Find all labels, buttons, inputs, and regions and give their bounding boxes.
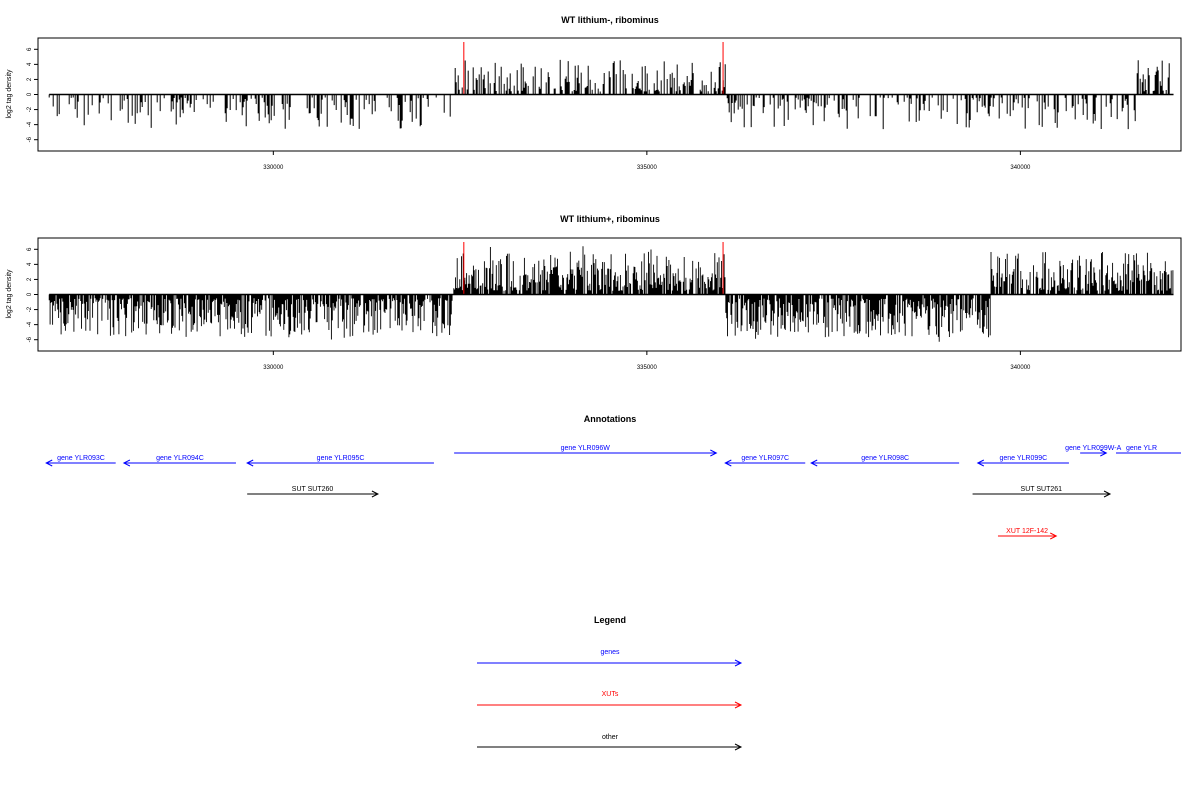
x-tick-label: 330000 [263,165,284,171]
y-tick-label: 0 [27,92,33,96]
legend-arrow-head [734,701,743,709]
feature-label: gene YLR098C [861,455,909,462]
y-tick-label: -6 [27,336,33,342]
signal-bars [48,246,1174,342]
signal-bar-path [48,59,1170,130]
y-axis: -6 -4 -2 0 2 4 6 [27,247,38,342]
x-tick-label: 330000 [263,365,284,371]
annotation-feature: XUT 12F-142 [997,528,1058,540]
annotations-title: Annotations [584,414,637,424]
y-tick-label: -6 [27,136,33,142]
annotation-feature: gene YLR093C [45,455,116,467]
y-axis: -6 -4 -2 0 2 4 6 [27,47,38,142]
legend-item-genes: genes [477,649,743,667]
feature-arrowhead [122,459,131,467]
track-panel-lithium-plus: WT lithium+, ribominus log2 tag density … [6,214,1182,371]
x-axis: 330000 335000 340000 [263,151,1031,171]
y-tick-label: 4 [27,262,33,266]
feature-arrowhead [724,459,732,467]
y-tick-label: 6 [27,247,33,251]
legend: Legend genes XUTs other [477,615,743,751]
y-tick-label: 4 [27,62,33,66]
feature-arrowhead [1103,490,1112,498]
annotation-feature: SUT SUT261 [972,486,1112,498]
feature-label: gene YLR099W-A [1065,445,1121,452]
y-tick-label: 6 [27,47,33,51]
feature-label: gene YLR096W [561,445,611,452]
x-tick-label: 335000 [637,165,658,171]
feature-label: gene YLR099C [999,455,1047,462]
x-tick-label: 335000 [637,365,658,371]
feature-arrowhead [45,459,53,467]
feature-arrowhead [1050,532,1058,540]
y-tick-label: -4 [27,321,33,327]
panel-title: WT lithium+, ribominus [560,214,660,224]
legend-label: genes [600,649,620,656]
feature-arrowhead [246,459,254,467]
feature-label: gene YLR [1126,445,1157,452]
annotation-feature: gene YLR [1116,445,1181,454]
feature-arrowhead [371,490,380,498]
boundary-marks [463,242,724,295]
y-axis-label: log2 tag density [6,269,13,319]
signal-bar-path [48,246,1174,342]
y-tick-label: -2 [27,306,33,312]
y-tick-label: -4 [27,121,33,127]
annotation-feature: gene YLR098C [810,455,960,467]
feature-label: gene YLR094C [156,455,204,462]
y-tick-label: -2 [27,106,33,112]
signal-bars [48,59,1170,130]
annotation-feature: gene YLR097C [724,455,806,467]
legend-item-xuts: XUTs [477,691,743,709]
x-axis: 330000 335000 340000 [263,351,1031,371]
legend-item-other: other [477,734,743,751]
y-tick-label: 0 [27,292,33,296]
feature-arrowhead [710,449,718,457]
annotation-feature: gene YLR096W [454,445,718,457]
feature-arrowhead [976,459,985,467]
panel-title: WT lithium-, ribominus [561,15,659,25]
track-panel-lithium-minus: WT lithium-, ribominus log2 tag density … [6,15,1182,171]
legend-label: XUTs [602,691,619,698]
annotation-feature: gene YLR099C [976,455,1069,467]
feature-label: XUT 12F-142 [1006,528,1048,535]
annotation-feature: gene YLR094C [122,455,236,467]
feature-label: SUT SUT261 [1021,486,1063,493]
legend-arrow-head [734,659,743,667]
annotation-feature: gene YLR095C [246,455,434,467]
feature-arrowhead [810,459,818,467]
legend-title: Legend [594,615,626,625]
annotation-features: gene YLR093C gene YLR094C gene YLR095C gene… [45,445,1181,540]
boundary-marks [463,42,724,95]
y-tick-label: 2 [27,77,33,81]
annotation-feature: gene YLR099W-A [1065,445,1122,457]
feature-label: gene YLR093C [57,455,105,462]
y-axis-label: log2 tag density [6,69,13,119]
feature-label: SUT SUT260 [292,486,334,493]
y-tick-label: 2 [27,277,33,281]
x-tick-label: 340000 [1010,365,1031,371]
feature-label: gene YLR095C [317,455,365,462]
annotation-feature: SUT SUT260 [247,486,380,498]
legend-label: other [602,734,619,741]
feature-label: gene YLR097C [741,455,789,462]
annotations-panel: Annotations gene YLR093C gene YLR094C gene… [45,414,1181,540]
legend-arrow-head [734,743,743,751]
x-tick-label: 340000 [1010,165,1031,171]
feature-arrowhead [1100,449,1108,457]
